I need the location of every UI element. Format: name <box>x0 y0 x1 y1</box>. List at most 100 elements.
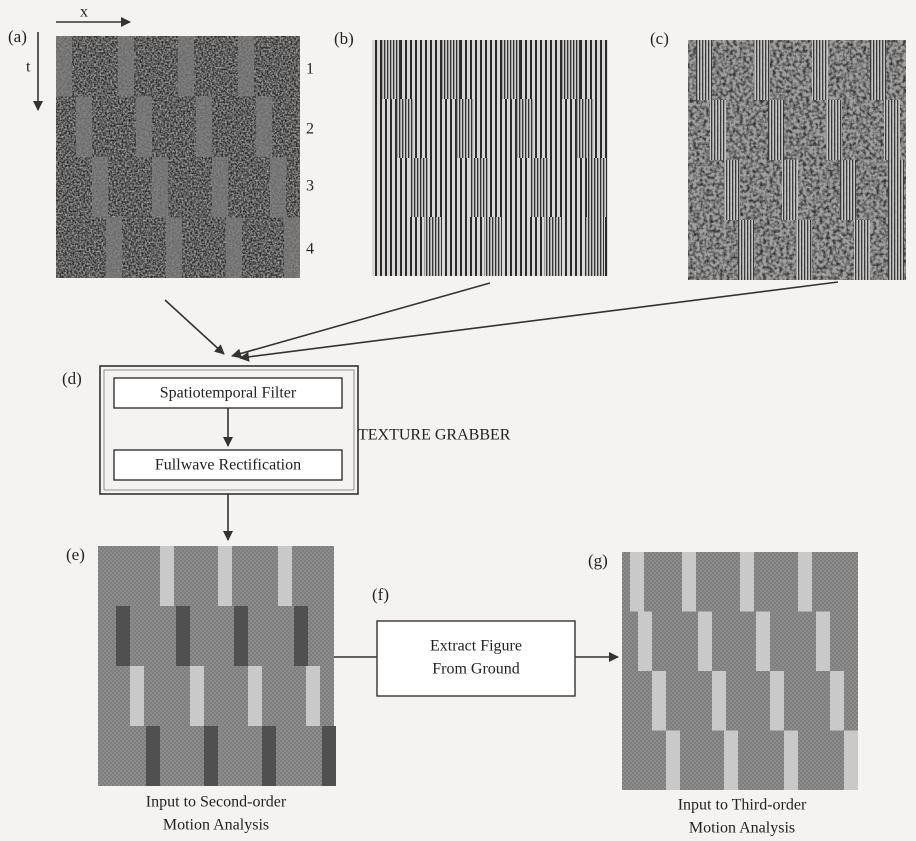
texture-block <box>768 100 784 160</box>
texture-block <box>56 36 72 97</box>
stripe <box>740 552 754 612</box>
arrow <box>165 300 224 354</box>
panel-label: (d) <box>62 369 82 388</box>
axis-label: x <box>80 4 88 21</box>
stripe <box>756 612 770 672</box>
stripe <box>204 726 218 786</box>
texture-block <box>502 40 520 99</box>
texture-block <box>826 100 842 160</box>
row-number: 4 <box>306 241 314 258</box>
texture-block <box>92 157 108 218</box>
texture-block <box>530 158 548 217</box>
texture-block <box>854 220 870 280</box>
panel-label: (g) <box>588 551 608 570</box>
texture-block <box>456 99 474 158</box>
texture-block <box>588 158 606 217</box>
arrow <box>240 282 838 358</box>
stripe <box>190 666 204 726</box>
texture-block <box>196 97 212 158</box>
stripe <box>638 612 652 672</box>
stripe <box>816 612 830 672</box>
step-label: Spatiotemporal Filter <box>160 385 297 402</box>
row-number: 3 <box>306 178 314 195</box>
texture-block <box>586 217 604 276</box>
texture-block <box>696 40 712 100</box>
texture-block <box>544 217 562 276</box>
texture-block <box>516 99 534 158</box>
texture-block <box>238 36 254 97</box>
caption: Motion Analysis <box>689 820 795 837</box>
texture-block <box>270 157 286 218</box>
stripe <box>306 666 320 726</box>
stripe <box>830 671 844 731</box>
extract-box <box>377 621 575 696</box>
texture-block <box>76 97 92 158</box>
stripe <box>784 731 798 791</box>
texture-block <box>724 160 740 220</box>
stripe <box>218 546 232 606</box>
stripe <box>844 731 858 791</box>
texture-block <box>888 220 904 280</box>
stripe <box>278 546 292 606</box>
stripe <box>146 726 160 786</box>
texture-block <box>738 220 754 280</box>
texture-block <box>754 40 770 100</box>
caption: Input to Third-order <box>678 797 807 814</box>
texture-block <box>562 40 580 99</box>
texture-block <box>840 160 856 220</box>
texture-block <box>796 220 812 280</box>
figure: (a) x t 1 2 3 4 (b) (c) (d) Spatiotempor… <box>0 0 916 841</box>
stripe <box>322 726 336 786</box>
stripe <box>248 666 262 726</box>
texture-block <box>136 97 152 158</box>
step-label: Fullwave Rectification <box>155 457 301 474</box>
texture-block <box>870 40 886 100</box>
texture-block <box>284 218 300 279</box>
stripe <box>630 552 644 612</box>
texture-block <box>166 218 182 279</box>
texture-block <box>382 40 400 99</box>
texture-block <box>576 99 594 158</box>
texture-block <box>888 160 904 220</box>
stripe <box>712 671 726 731</box>
stripe <box>160 546 174 606</box>
texture-block <box>410 158 428 217</box>
arrow <box>232 283 490 356</box>
texture-block <box>812 40 828 100</box>
stripe <box>770 671 784 731</box>
box-label: Extract Figure <box>430 638 522 655</box>
row-number: 2 <box>306 121 314 138</box>
texture-block <box>424 217 442 276</box>
panel-label: (a) <box>8 27 27 46</box>
texture-block <box>710 100 726 160</box>
stripe <box>724 731 738 791</box>
texture-block <box>226 218 242 279</box>
texture-block <box>256 97 272 158</box>
texture-block <box>442 40 460 99</box>
stripe <box>666 731 680 791</box>
texture-block <box>118 36 134 97</box>
panel-label: (c) <box>650 29 669 48</box>
texture-block <box>484 217 502 276</box>
stripe <box>798 552 812 612</box>
texture-block <box>782 160 798 220</box>
stripe <box>698 612 712 672</box>
panel-label: (b) <box>334 29 354 48</box>
axis-label: t <box>26 59 31 76</box>
panel-label: (f) <box>372 585 389 604</box>
stripe <box>682 552 696 612</box>
texture-block <box>470 158 488 217</box>
stripe <box>652 671 666 731</box>
row-number: 1 <box>306 61 314 78</box>
box-label: From Ground <box>432 661 520 678</box>
texture-block <box>178 36 194 97</box>
stripe <box>234 606 248 666</box>
module-name: TEXTURE GRABBER <box>358 427 511 444</box>
stripe <box>176 606 190 666</box>
stripe <box>294 606 308 666</box>
texture-block <box>212 157 228 218</box>
panel-label: (e) <box>66 545 85 564</box>
texture-block <box>152 157 168 218</box>
caption: Input to Second-order <box>146 794 287 811</box>
texture-block <box>396 99 414 158</box>
